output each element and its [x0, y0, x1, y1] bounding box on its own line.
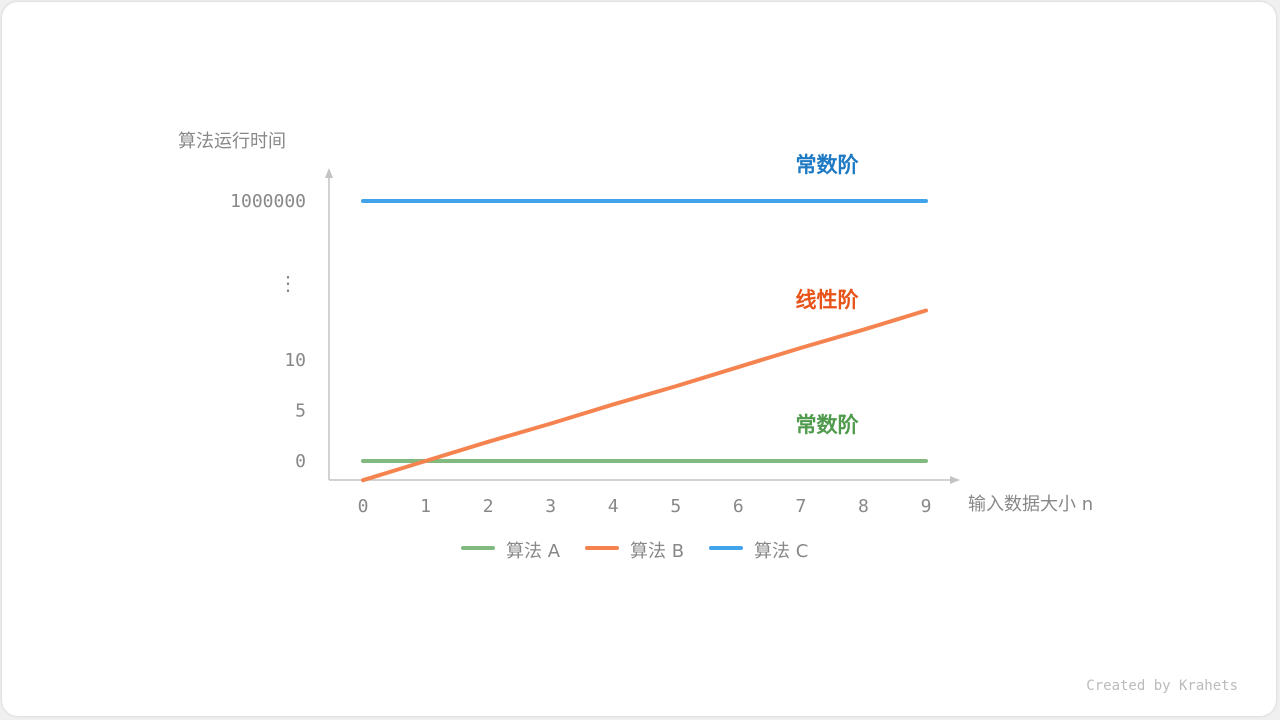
series-annotation: 线性阶 [796, 288, 860, 312]
x-axis-label: 输入数据大小 n [968, 494, 1093, 515]
series-line [361, 308, 928, 483]
y-axis-arrow-icon [325, 168, 333, 178]
x-tick-label: 7 [795, 496, 806, 517]
x-tick-label: 6 [733, 496, 744, 517]
x-tick-label: 8 [858, 496, 869, 517]
x-tick-label: 2 [483, 496, 494, 517]
y-tick-label: 10 [284, 350, 306, 371]
y-tick-label: 0 [295, 451, 306, 472]
x-tick-label: 3 [545, 496, 556, 517]
credit-text: Created by Krahets [1086, 678, 1238, 694]
x-axis-arrow-icon [950, 476, 960, 484]
x-tick-label: 0 [358, 496, 369, 517]
x-tick-label: 9 [921, 496, 932, 517]
y-axis-break: ⋮ [278, 271, 298, 295]
x-tick-label: 5 [670, 496, 681, 517]
y-tick-label: 1000000 [230, 191, 306, 212]
legend-label: 算法 C [754, 541, 808, 562]
legend-label: 算法 B [630, 541, 684, 562]
x-tick-label: 4 [608, 496, 619, 517]
y-axis-label: 算法运行时间 [178, 131, 286, 152]
x-tick-label: 1 [420, 496, 431, 517]
series-annotation: 常数阶 [796, 413, 860, 437]
series-annotation: 常数阶 [796, 153, 860, 177]
y-tick-label: 5 [295, 401, 306, 422]
legend-label: 算法 A [506, 541, 561, 562]
